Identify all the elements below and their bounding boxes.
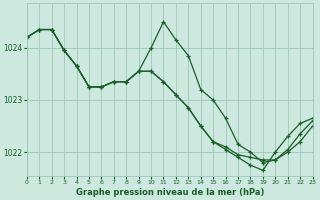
X-axis label: Graphe pression niveau de la mer (hPa): Graphe pression niveau de la mer (hPa) xyxy=(76,188,264,197)
